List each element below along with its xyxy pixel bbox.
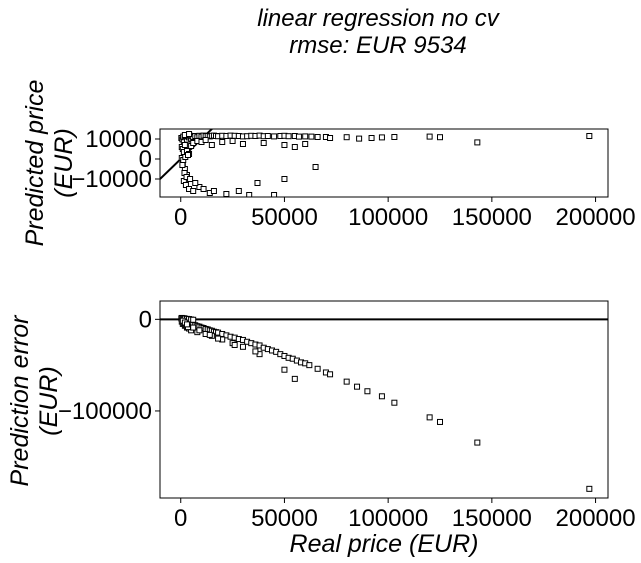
bottom-ylabel-line-2: (EUR) [35, 366, 63, 435]
bottom-data-point [306, 362, 313, 369]
bottom-data-point [196, 327, 203, 334]
bottom-data-point [474, 439, 481, 446]
bottom-data-point [314, 365, 321, 372]
figure-title-line-2: rmse: EUR 9534 [289, 32, 466, 59]
bottom-plot-marks [160, 314, 608, 492]
top-data-point [314, 134, 321, 140]
bottom-data-point [183, 321, 190, 328]
bottom-data-point [364, 388, 371, 395]
top-data-point [586, 133, 593, 139]
top-xtick-label: 100000 [348, 204, 428, 231]
top-data-point [281, 176, 288, 182]
bottom-data-point [252, 348, 259, 355]
top-ylabel-line-1: Predicted price [21, 80, 49, 247]
top-ytick-label: 0 [139, 146, 152, 173]
top-data-point [246, 192, 253, 197]
top-data-point [343, 134, 350, 141]
top-data-point [219, 139, 226, 145]
bottom-data-point [586, 485, 593, 492]
top-data-point [368, 135, 375, 141]
top-plot-marks [160, 129, 593, 197]
top-data-point [264, 133, 271, 139]
top-data-point [179, 162, 186, 168]
top-xtick-label: 50000 [251, 204, 318, 231]
top-xtick-label: 150000 [452, 204, 532, 231]
top-data-point [254, 180, 261, 186]
bottom-data-point [354, 383, 361, 390]
top-data-point [308, 133, 315, 140]
bottom-data-point [215, 335, 222, 342]
top-ytick-label: 10000 [85, 126, 152, 153]
top-data-point [437, 134, 443, 141]
top-data-point [378, 134, 385, 141]
bottom-data-point [190, 324, 197, 331]
top-data-point [271, 192, 278, 197]
top-data-point [235, 188, 242, 194]
bottom-data-point [291, 375, 298, 382]
plot-frame-bottom [159, 300, 609, 499]
bottom-data-point [378, 393, 385, 400]
top-data-point [356, 135, 363, 142]
top-data-point [187, 176, 194, 182]
top-data-point [182, 182, 189, 188]
top-data-point [271, 133, 278, 140]
bottom-data-point [391, 399, 398, 406]
top-data-point [190, 188, 197, 194]
bottom-data-point [327, 371, 334, 378]
bottom-data-point [426, 414, 433, 421]
bottom-ytick-label: 0 [139, 306, 152, 333]
bottom-data-point [239, 343, 246, 350]
top-data-point [260, 140, 267, 146]
bottom-plot-ticks: 0 50000 100000 150000 200000 0 −100000 [58, 306, 636, 532]
top-data-point [202, 137, 209, 143]
top-data-point [295, 133, 302, 140]
bottom-ytick-label: −100000 [58, 398, 152, 425]
top-data-point [239, 141, 246, 147]
bottom-data-point [231, 341, 238, 348]
top-xtick-label: 200000 [556, 204, 636, 231]
top-data-point [474, 139, 481, 146]
bottom-xlabel: Real price (EUR) [290, 530, 479, 558]
top-data-point [208, 142, 215, 148]
top-data-point [210, 188, 217, 194]
top-ytick-label: −10000 [71, 166, 152, 193]
figure-title-line-1: linear regression no cv [257, 5, 500, 32]
top-data-point [426, 133, 433, 140]
bottom-data-point [343, 378, 350, 385]
bottom-xtick-label: 50000 [251, 505, 318, 532]
top-data-point [302, 141, 309, 147]
top-data-point [291, 144, 298, 150]
top-data-point [185, 152, 191, 158]
top-data-point [229, 138, 236, 144]
top-data-point [312, 164, 319, 170]
bottom-data-point [206, 331, 213, 338]
top-data-point [192, 180, 199, 186]
top-data-point [391, 134, 398, 140]
plot-area-bottom [160, 301, 608, 498]
bottom-ylabel-line-1: Prediction error [6, 314, 34, 487]
top-data-point [200, 186, 207, 192]
top-data-point [186, 131, 193, 137]
bottom-xtick-label: 150000 [452, 505, 532, 532]
bottom-data-point [281, 366, 288, 373]
bottom-xtick-label: 200000 [556, 505, 636, 532]
bottom-data-point [437, 418, 443, 425]
top-data-point [223, 191, 230, 197]
top-ylabel-line-2: (EUR) [50, 128, 78, 197]
top-data-point [327, 135, 334, 141]
top-data-point [281, 142, 288, 148]
bottom-xtick-label: 0 [174, 505, 187, 532]
plot-frame-top [159, 128, 609, 198]
bottom-data-point [190, 316, 197, 323]
prediction-error-plot: 0 50000 100000 150000 200000 0 −100000 Predict… [6, 300, 636, 558]
top-data-point [285, 133, 292, 140]
bottom-xtick-label: 100000 [348, 505, 428, 532]
top-xtick-label: 0 [174, 204, 187, 231]
top-data-point [181, 142, 188, 148]
top-data-point [302, 133, 309, 140]
